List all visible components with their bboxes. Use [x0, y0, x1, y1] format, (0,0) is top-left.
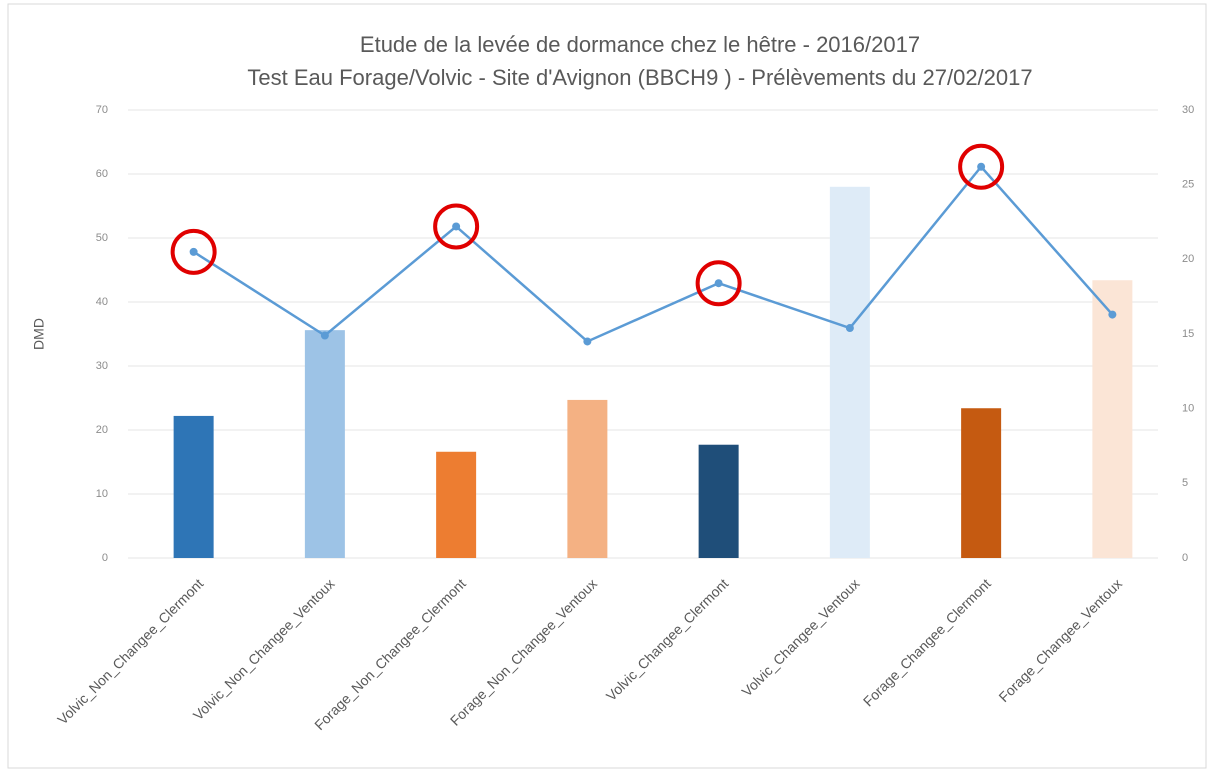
y-tick-label: 60: [96, 168, 108, 180]
line-point: [714, 279, 723, 288]
y2-tick-label: 30: [1182, 104, 1194, 116]
y-tick-label: 50: [96, 232, 108, 244]
bar: [173, 415, 214, 558]
y2-tick-label: 5: [1182, 477, 1188, 489]
chart-border: [7, 3, 1207, 769]
y2-tick-label: 25: [1182, 179, 1194, 191]
x-tick-label: Forage_Changee_Ventoux: [995, 575, 1125, 705]
line-point: [1108, 310, 1117, 319]
y2-tick-label: 20: [1182, 253, 1194, 265]
y-axis-label: DMD: [31, 318, 47, 350]
bar: [304, 330, 345, 558]
line-point: [320, 331, 329, 340]
x-tick-label: Volvic_Non_Changee_Clermont: [54, 575, 206, 727]
line-point: [189, 247, 198, 256]
line-point: [583, 337, 592, 346]
chart-subtitle: Test Eau Forage/Volvic - Site d'Avignon …: [247, 65, 1032, 90]
highlight-circle: [958, 143, 1005, 190]
highlight-circle: [170, 228, 217, 275]
bar: [567, 399, 608, 558]
bar: [961, 408, 1002, 558]
line: [192, 164, 1114, 343]
line-point: [845, 324, 854, 333]
x-tick-label: Forage_Non_Changee_Ventoux: [447, 575, 600, 728]
x-tick-label: Forage_Changee_Clermont: [860, 575, 994, 709]
bar: [436, 451, 477, 558]
line-point: [452, 222, 461, 231]
bar: [698, 444, 739, 558]
x-tick-label: Forage_Non_Changee_Clermont: [311, 575, 469, 733]
y2-tick-label: 15: [1182, 328, 1194, 340]
y-tick-label: 30: [96, 360, 108, 372]
bar: [1092, 280, 1133, 558]
highlight-circle: [433, 203, 480, 250]
x-tick-label: Volvic_Changee_Ventoux: [738, 575, 862, 699]
x-tick-label: Volvic_Non_Changee_Ventoux: [190, 575, 338, 723]
x-tick-label: Volvic_Changee_Clermont: [603, 575, 732, 704]
bar: [829, 186, 870, 559]
y-tick-label: 20: [96, 424, 108, 436]
y-tick-label: 0: [102, 552, 108, 564]
line-point: [977, 162, 986, 171]
y-tick-label: 40: [96, 296, 108, 308]
chart-title: Etude de la levée de dormance chez le hê…: [360, 32, 920, 57]
y-tick-label: 70: [96, 104, 108, 116]
y2-tick-label: 0: [1182, 552, 1188, 564]
y-tick-label: 10: [96, 488, 108, 500]
y2-tick-label: 10: [1182, 403, 1194, 415]
highlight-circle: [695, 260, 742, 307]
